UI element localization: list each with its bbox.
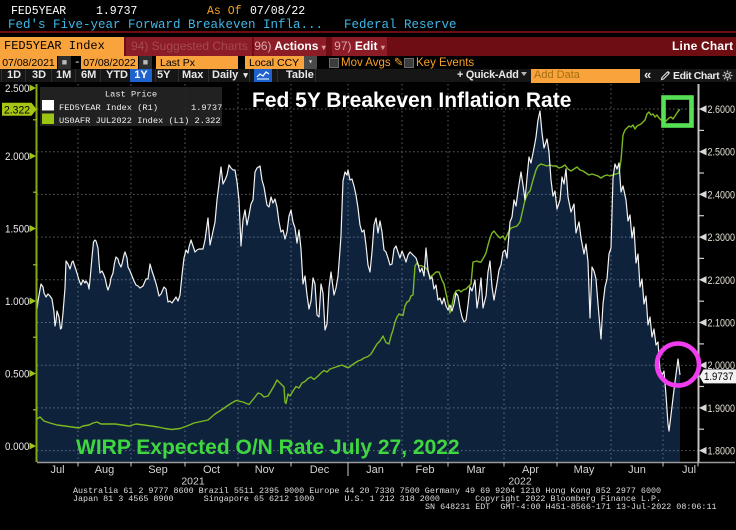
svg-text:2.322: 2.322 <box>4 104 30 116</box>
svg-text:2.1000: 2.1000 <box>708 318 736 330</box>
svg-text:2.500: 2.500 <box>5 83 30 95</box>
svg-text:Jul: Jul <box>682 464 696 476</box>
svg-text:Aug: Aug <box>95 464 115 476</box>
svg-text:Oct: Oct <box>203 464 220 476</box>
svg-text:2.3000: 2.3000 <box>708 232 736 244</box>
svg-text:2021: 2021 <box>181 476 205 488</box>
svg-text:Jun: Jun <box>628 464 646 476</box>
svg-text:1.500: 1.500 <box>5 224 30 236</box>
svg-text:1.000: 1.000 <box>5 296 30 308</box>
svg-text:Fed 5Y Breakeven Inflation Rat: Fed 5Y Breakeven Inflation Rate <box>252 89 571 112</box>
svg-text:1.9737: 1.9737 <box>191 103 222 113</box>
svg-text:1.9000: 1.9000 <box>708 403 736 415</box>
svg-text:Feb: Feb <box>416 464 435 476</box>
svg-text:1.9737: 1.9737 <box>704 371 734 383</box>
svg-text:May: May <box>574 464 595 476</box>
svg-text:0.500: 0.500 <box>5 369 30 381</box>
svg-text:Apr: Apr <box>522 464 539 476</box>
svg-text:2.2000: 2.2000 <box>708 275 736 287</box>
svg-text:WIRP Expected O/N Rate July 27: WIRP Expected O/N Rate July 27, 2022 <box>76 436 460 459</box>
svg-text:2.5000: 2.5000 <box>708 147 736 159</box>
svg-text:Dec: Dec <box>310 464 330 476</box>
svg-text:2.6000: 2.6000 <box>708 104 736 116</box>
svg-text:US0AFR JUL2022 Index (L1) 2.3: US0AFR JUL2022 Index (L1) 2.322 <box>59 116 221 126</box>
svg-text:1.8000: 1.8000 <box>708 446 736 458</box>
svg-text:0.000: 0.000 <box>5 441 30 453</box>
svg-text:2.0000: 2.0000 <box>708 360 736 372</box>
svg-text:Last Price: Last Price <box>105 90 157 100</box>
svg-text:Jul: Jul <box>50 464 64 476</box>
svg-text:2022: 2022 <box>508 476 532 488</box>
svg-text:2.4000: 2.4000 <box>708 189 736 201</box>
svg-text:Jan: Jan <box>366 464 384 476</box>
svg-text:Nov: Nov <box>255 464 275 476</box>
svg-text:FED5YEAR Index (R1): FED5YEAR Index (R1) <box>59 103 158 113</box>
svg-text:Sep: Sep <box>148 464 168 476</box>
svg-text:Mar: Mar <box>467 464 486 476</box>
svg-text:2.000: 2.000 <box>5 151 30 163</box>
